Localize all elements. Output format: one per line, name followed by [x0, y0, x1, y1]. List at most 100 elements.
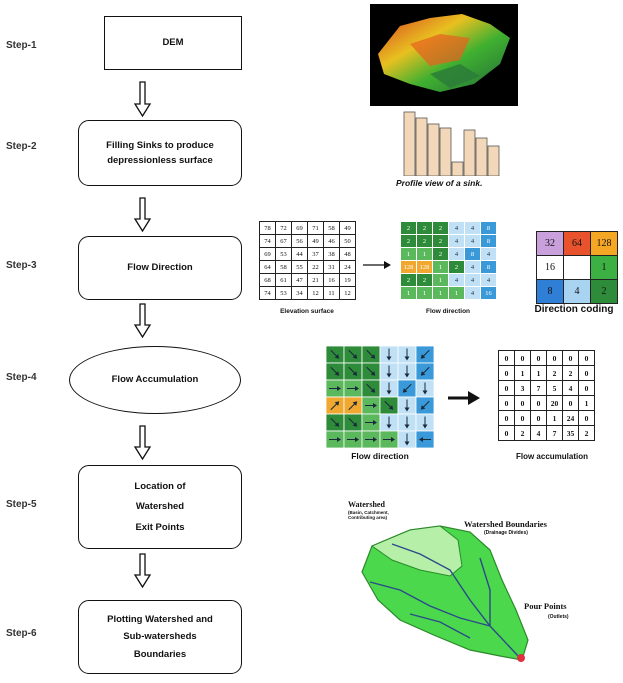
flow-arrow-icon	[386, 348, 392, 361]
flow-arrow-icon	[386, 365, 392, 378]
arrow-1-2	[133, 81, 152, 118]
flow-direction-small-cell: 128	[416, 260, 433, 274]
flow-direction-small-cell: 4	[464, 286, 481, 300]
flow-direction-small-cell: 4	[448, 221, 465, 235]
step-4-text: Flow Accumulation	[111, 374, 199, 386]
elevation-cell: 31	[323, 260, 340, 274]
flow-arrow-icon	[422, 382, 428, 395]
accumulation-cell: 7	[546, 425, 563, 441]
elevation-cell: 50	[339, 234, 356, 248]
accumulation-cell: 0	[498, 410, 515, 426]
direction-code-cell: 8	[536, 279, 564, 304]
flow-direction-small-cell: 4	[464, 221, 481, 235]
elevation-cell: 12	[339, 286, 356, 300]
elevation-cell: 78	[259, 221, 276, 235]
elevation-cell: 64	[259, 260, 276, 274]
accumulation-cell: 5	[546, 380, 563, 396]
elevation-cell: 48	[339, 247, 356, 261]
flow-arrow-icon	[348, 349, 358, 359]
flow-arrow-icon	[404, 416, 410, 429]
flow-arrow-icon	[420, 366, 430, 376]
step-6-box: Plotting Watershed and Sub-watersheds Bo…	[78, 600, 242, 674]
flow-direction-small-cell: 1	[432, 286, 449, 300]
flow-arrow-icon	[347, 437, 359, 442]
elevation-cell: 21	[307, 273, 324, 287]
elevation-cell: 49	[339, 221, 356, 235]
elevation-cell: 34	[291, 286, 308, 300]
flow-direction-small-cell: 1	[416, 247, 433, 261]
pour-points-label: Pour Points	[524, 601, 567, 611]
flow-direction-arrows-grid	[326, 346, 434, 449]
flow-arrow-icon	[329, 386, 341, 391]
flow-arrow-icon	[330, 349, 340, 359]
flow-arrow-icon	[402, 383, 412, 393]
pour-points-sublabel: (Outlets)	[548, 614, 569, 620]
sink-profile	[403, 111, 500, 176]
flow-direction-small-cell: 1	[432, 273, 449, 287]
flow-direction-small-cell: 1	[400, 247, 417, 261]
accumulation-cell: 20	[546, 395, 563, 411]
accumulation-cell: 0	[530, 395, 547, 411]
flow-arrow-icon	[366, 383, 376, 393]
flow-direction-small-cell: 4	[464, 273, 481, 287]
step-3-label: Step-3	[6, 260, 37, 271]
accumulation-cell: 24	[562, 410, 579, 426]
accumulation-cell: 0	[514, 350, 531, 366]
flow-direction-small-cell: 4	[448, 234, 465, 248]
step-5-line-3: Exit Points	[135, 521, 185, 533]
flow-direction-small-cell: 8	[464, 247, 481, 261]
arrow-5-6	[133, 553, 152, 589]
step-5-line-1: Location of	[134, 480, 186, 492]
flow-arrow-icon	[419, 437, 431, 442]
accumulation-cell: 0	[498, 395, 515, 411]
elevation-cell: 38	[323, 247, 340, 261]
watershed-sublabel: (Basin, Catchment, Contributing area)	[348, 510, 389, 521]
elevation-cell: 69	[259, 247, 276, 261]
accumulation-cell: 0	[562, 395, 579, 411]
direction-code-cell: 64	[563, 231, 591, 256]
elevation-cell: 12	[307, 286, 324, 300]
flow-direction-small-cell: 4	[448, 273, 465, 287]
flow-arrow-icon	[404, 433, 410, 446]
flow-arrow-icon	[365, 420, 377, 425]
step-1-text: DEM	[162, 37, 184, 49]
elevation-cell: 53	[275, 286, 292, 300]
watershed-boundaries-label: Watershed Boundaries	[464, 519, 547, 529]
accumulation-cell: 0	[578, 350, 595, 366]
accumulation-cell: 0	[498, 425, 515, 441]
flow-arrow-icon	[404, 365, 410, 378]
elevation-cell: 11	[323, 286, 340, 300]
step-5-label: Step-5	[6, 499, 37, 510]
flow-direction-small-cell: 1	[448, 286, 465, 300]
flow-arrow-icon	[347, 386, 359, 391]
flow-arrow-icon	[404, 399, 410, 412]
flow-arrow-icon	[348, 366, 358, 376]
elevation-grid: 78 72 69 71 58 49 74 67 56 49 46 50 69 53 44 37 38 48 64 58…	[259, 221, 356, 300]
step-4-box: Flow Accumulation	[69, 346, 241, 414]
flow-direction-small-cell: 1	[432, 260, 449, 274]
accumulation-cell: 0	[514, 410, 531, 426]
flow-arrow-icon	[404, 348, 410, 361]
dem-terrain-image	[370, 4, 518, 106]
flow-arrow-icon	[366, 349, 376, 359]
accumulation-cell: 2	[562, 365, 579, 381]
accumulation-cell: 1	[514, 365, 531, 381]
elevation-cell: 61	[275, 273, 292, 287]
accumulation-cell: 0	[498, 365, 515, 381]
pour-point-marker	[517, 654, 525, 662]
flow-direction-small-cell: 8	[480, 234, 497, 248]
arrow-4-5	[133, 425, 152, 461]
flow-arrow-icon	[420, 349, 430, 359]
flow-direction-small-cell: 2	[432, 247, 449, 261]
flow-direction-small-cell: 4	[480, 247, 497, 261]
direction-code-cell	[563, 255, 591, 280]
step-6-label: Step-6	[6, 628, 37, 639]
flow-arrow-icon	[386, 416, 392, 429]
flow-arrow-icon	[348, 417, 358, 427]
accumulation-cell: 7	[530, 380, 547, 396]
watershed-label: Watershed	[348, 500, 385, 509]
accumulation-cell: 4	[562, 380, 579, 396]
accumulation-cell: 0	[498, 380, 515, 396]
flow-direction-small-cell: 2	[448, 260, 465, 274]
